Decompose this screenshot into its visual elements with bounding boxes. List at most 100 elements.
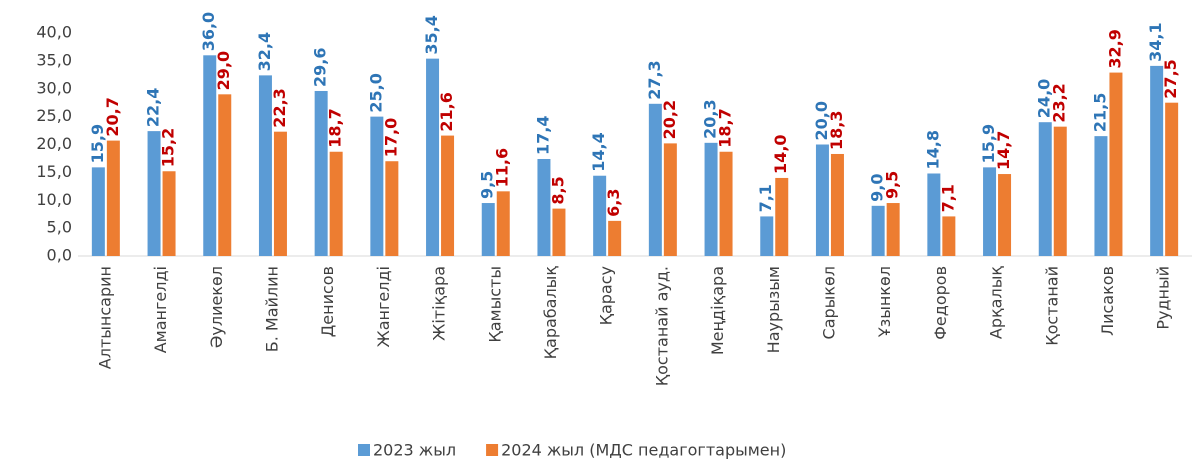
legend-swatch bbox=[358, 444, 370, 456]
y-tick-label: 30,0 bbox=[36, 78, 72, 97]
value-label: 14,0 bbox=[771, 134, 790, 173]
bar bbox=[775, 177, 789, 256]
value-label: 18,3 bbox=[827, 110, 846, 149]
value-label: 27,3 bbox=[645, 60, 664, 99]
x-tick-label: Рудный bbox=[1154, 266, 1173, 330]
legend-label: 2023 жыл bbox=[373, 441, 456, 460]
bar bbox=[496, 191, 510, 256]
bar bbox=[648, 103, 662, 257]
bar bbox=[552, 208, 566, 256]
value-label: 14,4 bbox=[589, 132, 608, 171]
bar bbox=[663, 143, 677, 256]
value-label: 20,3 bbox=[701, 99, 720, 138]
value-label: 24,0 bbox=[1035, 79, 1054, 118]
bar bbox=[871, 205, 885, 256]
value-label: 6,3 bbox=[604, 189, 623, 217]
x-tick-label: Қарасу bbox=[597, 266, 616, 325]
value-label: 15,9 bbox=[88, 124, 107, 163]
x-tick-label: Денисов bbox=[318, 266, 337, 337]
value-label: 9,5 bbox=[883, 171, 902, 199]
x-tick-label: Әулиекөл bbox=[207, 266, 226, 348]
x-tick-label: Лисаков bbox=[1098, 266, 1117, 336]
bar bbox=[1109, 72, 1123, 257]
value-label: 14,7 bbox=[994, 131, 1013, 170]
bar bbox=[1150, 65, 1164, 256]
x-tick-label: Қарабалық bbox=[541, 266, 560, 360]
bar bbox=[329, 151, 343, 256]
bar bbox=[314, 90, 328, 256]
value-label: 35,4 bbox=[422, 15, 441, 54]
bar bbox=[760, 216, 774, 256]
x-tick-label: Амангелді bbox=[151, 266, 170, 353]
y-tick-label: 5,0 bbox=[47, 218, 72, 237]
bar bbox=[91, 167, 105, 256]
bar bbox=[218, 94, 232, 256]
value-label: 15,9 bbox=[979, 124, 998, 163]
value-label: 36,0 bbox=[199, 12, 218, 51]
bar bbox=[203, 55, 217, 256]
value-label: 11,6 bbox=[493, 148, 512, 187]
bar bbox=[273, 131, 287, 256]
x-tick-label: Федоров bbox=[931, 266, 950, 340]
bar bbox=[1165, 102, 1179, 256]
bar bbox=[537, 158, 551, 256]
bar bbox=[704, 142, 718, 256]
value-label: 32,9 bbox=[1105, 29, 1124, 68]
y-tick-label: 20,0 bbox=[36, 134, 72, 153]
y-tick-label: 10,0 bbox=[36, 190, 72, 209]
bar bbox=[147, 131, 161, 256]
value-label: 7,1 bbox=[938, 184, 957, 212]
y-tick-label: 0,0 bbox=[47, 246, 72, 265]
bar bbox=[886, 203, 900, 256]
value-label: 8,5 bbox=[548, 176, 567, 204]
legend-swatch bbox=[486, 444, 499, 456]
y-tick-label: 15,0 bbox=[36, 162, 72, 181]
value-label: 9,5 bbox=[478, 171, 497, 199]
bar bbox=[1053, 126, 1067, 256]
value-label: 25,0 bbox=[366, 73, 385, 112]
value-label: 29,0 bbox=[214, 51, 233, 90]
x-tick-label: Қамысты bbox=[485, 266, 504, 343]
x-tick-label: Ұзынкөл bbox=[875, 266, 894, 338]
value-label: 22,4 bbox=[144, 88, 163, 127]
bar bbox=[815, 144, 829, 256]
bar bbox=[370, 116, 384, 256]
x-tick-label: Сарыкөл bbox=[819, 266, 838, 339]
bar bbox=[830, 153, 844, 256]
value-label: 15,2 bbox=[159, 128, 178, 167]
value-label: 27,5 bbox=[1161, 59, 1180, 98]
value-label: 14,8 bbox=[923, 130, 942, 169]
bar bbox=[1038, 122, 1052, 256]
value-label: 7,1 bbox=[756, 184, 775, 212]
y-tick-label: 40,0 bbox=[36, 23, 72, 42]
x-tick-label: Қостанай bbox=[1042, 266, 1061, 346]
value-label: 21,5 bbox=[1090, 93, 1109, 132]
value-label: 32,4 bbox=[255, 32, 274, 71]
x-tick-label: Қостанай ауд. bbox=[652, 266, 671, 386]
bar bbox=[719, 151, 733, 256]
bar bbox=[426, 58, 440, 256]
bar bbox=[162, 171, 176, 256]
value-label: 20,7 bbox=[103, 97, 122, 136]
bar bbox=[998, 174, 1012, 256]
value-label: 17,4 bbox=[533, 116, 552, 155]
y-tick-label: 35,0 bbox=[36, 50, 72, 69]
bar bbox=[927, 173, 941, 256]
x-tick-label: Жангелді bbox=[374, 266, 393, 347]
value-label: 29,6 bbox=[311, 47, 330, 86]
bar bbox=[258, 75, 272, 257]
bar bbox=[1094, 136, 1108, 256]
legend-label: 2024 жыл (МДС педагогтарымен) bbox=[501, 441, 786, 460]
value-label: 20,0 bbox=[812, 101, 831, 140]
bar bbox=[385, 161, 399, 256]
value-label: 9,0 bbox=[868, 173, 887, 201]
value-label: 21,6 bbox=[437, 92, 456, 131]
value-label: 18,7 bbox=[326, 108, 345, 147]
bar bbox=[481, 203, 495, 256]
value-label: 34,1 bbox=[1146, 22, 1165, 61]
value-label: 18,7 bbox=[716, 108, 735, 147]
bar bbox=[983, 167, 997, 256]
value-label: 20,2 bbox=[660, 100, 679, 139]
bar bbox=[106, 140, 120, 256]
